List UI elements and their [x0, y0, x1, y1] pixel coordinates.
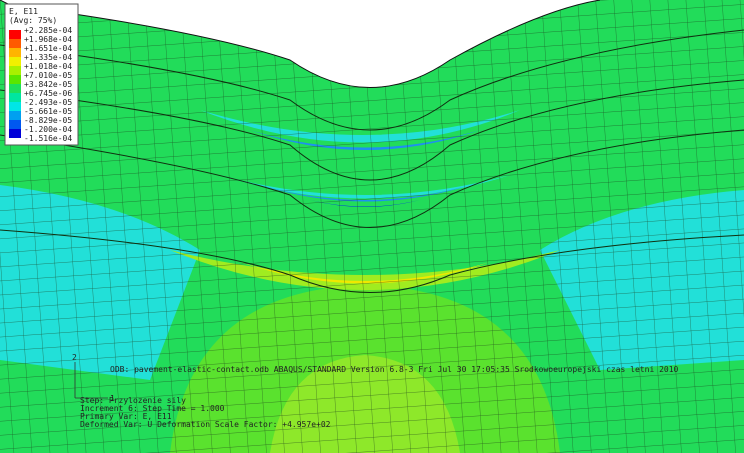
legend-label: -1.200e-04: [24, 125, 72, 134]
legend-swatch: [9, 93, 21, 102]
legend-label: +1.968e-04: [24, 35, 72, 44]
legend-title: E, E11: [9, 7, 38, 16]
legend-label: +7.010e-05: [24, 71, 72, 80]
legend-swatch: [9, 39, 21, 48]
legend-label: +3.842e-05: [24, 80, 72, 89]
model: [0, 0, 744, 453]
legend-swatch: [9, 102, 21, 111]
legend-swatch: [9, 57, 21, 66]
legend-swatch: [9, 129, 21, 138]
legend-swatch: [9, 66, 21, 75]
legend-label: +1.018e-04: [24, 62, 72, 71]
legend-label: +1.335e-04: [24, 53, 72, 62]
legend-label: -5.661e-05: [24, 107, 72, 116]
legend-label: +1.651e-04: [24, 44, 72, 53]
legend-swatch: [9, 75, 21, 84]
page: E, E11 (Avg: 75%) +2.285e-04+1.968e-04+1…: [0, 0, 744, 453]
legend-swatch: [9, 30, 21, 39]
viewport: E, E11 (Avg: 75%) +2.285e-04+1.968e-04+1…: [0, 0, 744, 453]
legend-swatch: [9, 120, 21, 129]
legend-label: -2.493e-05: [24, 98, 72, 107]
legend-label: -8.829e-05: [24, 116, 72, 125]
legend-swatch: [9, 84, 21, 93]
legend-subtitle: (Avg: 75%): [9, 16, 57, 25]
legend-label: +6.745e-06: [24, 89, 72, 98]
legend-label: +2.285e-04: [24, 26, 72, 35]
legend: E, E11 (Avg: 75%) +2.285e-04+1.968e-04+1…: [5, 4, 78, 145]
info-text: ODB: pavement-elastic-contact.odb ABAQUS…: [110, 365, 679, 374]
legend-swatch: [9, 111, 21, 120]
legend-label: -1.516e-04: [24, 134, 72, 143]
legend-swatch: [9, 48, 21, 57]
info-text: Deformed Var: U Deformation Scale Factor…: [80, 420, 331, 429]
axis-label: 2: [72, 353, 77, 362]
